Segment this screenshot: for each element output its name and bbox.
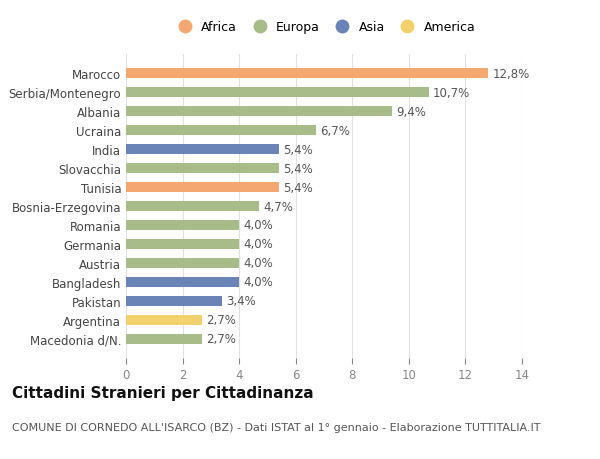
Text: 9,4%: 9,4%	[396, 106, 426, 118]
Text: 4,7%: 4,7%	[263, 200, 293, 213]
Bar	[126, 69, 488, 79]
Bar	[126, 145, 279, 155]
Text: COMUNE DI CORNEDO ALL'ISARCO (BZ) - Dati ISTAT al 1° gennaio - Elaborazione TUTT: COMUNE DI CORNEDO ALL'ISARCO (BZ) - Dati…	[12, 422, 541, 432]
Text: 5,4%: 5,4%	[283, 181, 313, 194]
Text: Cittadini Stranieri per Cittadinanza: Cittadini Stranieri per Cittadinanza	[12, 386, 314, 401]
Text: 4,0%: 4,0%	[244, 219, 273, 232]
Bar	[126, 126, 316, 136]
Legend: Africa, Europa, Asia, America: Africa, Europa, Asia, America	[170, 19, 478, 37]
Bar	[126, 334, 202, 344]
Bar	[126, 296, 222, 307]
Bar	[126, 182, 279, 193]
Bar	[126, 106, 392, 117]
Bar	[126, 163, 279, 174]
Bar	[126, 88, 428, 98]
Bar	[126, 239, 239, 250]
Text: 4,0%: 4,0%	[244, 257, 273, 270]
Text: 5,4%: 5,4%	[283, 143, 313, 156]
Text: 5,4%: 5,4%	[283, 162, 313, 175]
Bar	[126, 220, 239, 231]
Bar	[126, 315, 202, 325]
Text: 12,8%: 12,8%	[493, 67, 530, 80]
Text: 10,7%: 10,7%	[433, 86, 470, 100]
Text: 2,7%: 2,7%	[206, 313, 236, 327]
Text: 3,4%: 3,4%	[226, 295, 256, 308]
Bar	[126, 258, 239, 269]
Text: 2,7%: 2,7%	[206, 333, 236, 346]
Bar	[126, 277, 239, 287]
Text: 4,0%: 4,0%	[244, 238, 273, 251]
Bar	[126, 202, 259, 212]
Text: 6,7%: 6,7%	[320, 124, 350, 137]
Text: 4,0%: 4,0%	[244, 276, 273, 289]
